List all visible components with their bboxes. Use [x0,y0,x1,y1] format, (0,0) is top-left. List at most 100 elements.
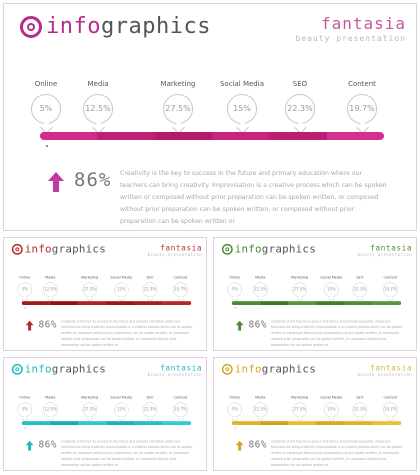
metric-value: 27.5% [293,407,307,412]
metric-value: 12.5% [254,407,267,412]
metric-column: Content 19.7% [166,275,196,298]
title-prefix: info [234,362,262,376]
metric-pin: 15% [227,94,257,124]
progress-segment [344,421,373,426]
metric-label: SEO [356,275,364,280]
metric-pin: 19.7% [173,402,188,418]
progress-segment [154,132,212,140]
metric-value: 19.7% [174,407,187,412]
progress-bar [40,132,384,140]
title-suffix: graphics [51,242,106,256]
highlight-percent: 86% [248,319,267,331]
metric-value: 12.5% [44,407,57,412]
metric-label: SEO [356,395,364,400]
metric-label: Online [229,275,241,280]
progress-segment [106,421,135,426]
metric-column: Social Media 15% [107,395,137,418]
bullet-dot [46,145,48,147]
progress-segment [162,421,192,426]
metric-value: 12.5% [254,287,267,292]
metric-column: Online 5% [16,80,76,124]
metric-label: Content [383,395,398,400]
metric-pin: 19.7% [173,282,188,298]
progress-segment [288,421,317,426]
progress-segment [326,132,384,140]
slide-content: infographics fantasia beauty presentatio… [214,238,416,350]
metric-pin: 22.3% [285,94,315,124]
metric-label: Social Media [110,275,133,280]
title-suffix: graphics [100,14,211,39]
bullet-dot [234,307,236,309]
metric-value: 15% [116,407,126,412]
metric-value: 27.5% [165,104,191,113]
metric-value: 22.3% [353,287,367,292]
logo-ring-icon [20,16,42,38]
metric-value: 22.3% [143,407,157,412]
metric-value: 19.7% [174,287,187,292]
metric-label: Marketing [81,395,99,400]
metric-value: 15% [326,287,336,292]
metric-pin: 27.5% [82,282,98,298]
description-text: Creativity is the key to success in the … [271,439,403,467]
metric-column: Marketing 27.5% [148,80,208,124]
metric-pin: 27.5% [82,402,98,418]
metric-column: Online 5% [10,395,40,418]
metric-pin: 15% [113,282,129,298]
metric-pin: 22.3% [142,402,158,418]
description-text: Creativity is the key to success in the … [271,319,403,347]
metric-value: 22.3% [353,407,367,412]
progress-segment [269,132,327,140]
metric-label: SEO [146,395,154,400]
progress-segment [231,421,260,426]
slide-title: infographics [25,363,106,375]
progress-segment [344,301,373,306]
logo-ring-icon [221,363,233,375]
progress-segment [78,421,107,426]
slide-title: infographics [46,14,211,39]
metric-column: Social Media 15% [212,80,272,124]
metric-label: Content [383,275,398,280]
metric-column: Media 12.5% [36,275,66,298]
metric-label: Media [87,80,109,88]
metric-value: 12.5% [44,287,57,292]
metric-pin: 27.5% [292,402,308,418]
metric-value: 19.7% [349,104,375,113]
brand-name: fantasia [160,242,203,253]
brand: fantasia beauty presentation [148,243,202,257]
metric-label: Marketing [291,275,309,280]
progress-segment [134,301,163,306]
metric-column: Media 12.5% [36,395,66,418]
arrow-up-icon [25,440,34,451]
brand-tagline: beauty presentation [357,252,413,258]
metric-label: Media [45,395,56,400]
metric-label: Content [173,395,188,400]
metric-column: Content 19.7% [376,395,406,418]
progress-bar [21,301,192,306]
metric-value: 22.3% [287,104,313,113]
metric-pin: 12.5% [42,282,58,298]
arrow-up-icon [25,320,34,331]
metric-column: Social Media 15% [317,275,347,298]
title-suffix: graphics [261,242,316,256]
metric-column: Social Media 15% [107,275,137,298]
metric-label: Online [19,275,31,280]
progress-segment [231,301,260,306]
metric-pin: 22.3% [352,282,368,298]
metric-value: 5% [231,407,238,412]
metric-pin: 5% [17,402,33,418]
metric-value: 19.7% [384,287,397,292]
arrow-up-icon [48,172,64,192]
metric-pin: 12.5% [252,282,268,298]
metric-pin: 19.7% [347,94,377,124]
progress-segment [259,301,289,306]
metric-column: Media 12.5% [68,80,128,124]
slide-title: infographics [25,243,106,255]
metric-pin: 5% [227,282,243,298]
highlight-percent: 86% [248,439,267,451]
metric-pin: 19.7% [383,402,398,418]
metric-column: Content 19.7% [332,80,392,124]
brand: fantasia beauty presentation [358,243,412,257]
progress-segment [49,301,79,306]
metric-label: Marketing [160,80,196,88]
slide-gold: infographics fantasia beauty presentatio… [213,357,417,471]
